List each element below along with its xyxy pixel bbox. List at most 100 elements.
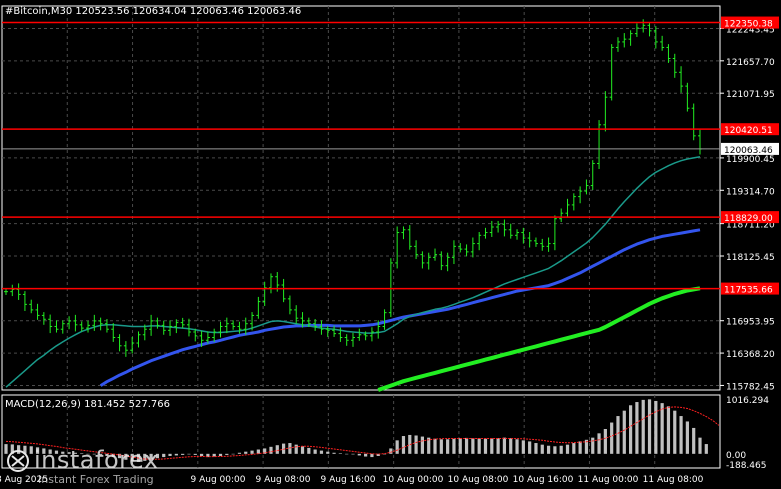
macd-tick-label: -188.465 bbox=[726, 461, 766, 471]
macd-histogram-bar bbox=[307, 447, 311, 454]
macd-histogram-bar bbox=[275, 445, 279, 454]
price-tick-label: 121071.95 bbox=[726, 90, 775, 100]
macd-histogram-bar bbox=[679, 416, 683, 454]
macd-label: MACD(12,26,9) 181.452 527.766 bbox=[5, 399, 170, 410]
macd-histogram-bar bbox=[117, 453, 122, 459]
macd-histogram-bar bbox=[73, 452, 77, 454]
macd-histogram-bar bbox=[439, 439, 443, 454]
macd-histogram-bar bbox=[414, 435, 418, 454]
macd-histogram-bar bbox=[162, 453, 166, 458]
macd-histogram-bar bbox=[35, 447, 40, 454]
current-price-tag bbox=[721, 142, 779, 155]
macd-frame bbox=[1, 394, 721, 469]
time-tick-label: 9 Aug 08:00 bbox=[256, 475, 311, 485]
chart-header: #Bitcoin,M30 120523.56 120634.04 120063.… bbox=[5, 6, 301, 17]
macd-histogram-bar bbox=[401, 436, 406, 454]
macd-histogram-bar bbox=[433, 438, 437, 454]
level-price-tag bbox=[721, 211, 779, 224]
macd-histogram-bar bbox=[250, 450, 254, 454]
macd-histogram-bar bbox=[10, 444, 14, 454]
macd-histogram-bar bbox=[48, 449, 52, 454]
macd-histogram-bar bbox=[629, 405, 633, 454]
macd-histogram-bar bbox=[244, 451, 248, 454]
current-price-label: 120063.46 bbox=[724, 146, 773, 156]
macd-histogram-bar bbox=[528, 441, 532, 454]
macd-signal-line bbox=[5, 406, 720, 460]
price-tick-label: 122243.45 bbox=[726, 25, 775, 35]
macd-histogram-bar bbox=[546, 445, 551, 454]
macd-histogram-bar bbox=[212, 453, 216, 457]
macd-histogram-bar bbox=[382, 453, 387, 455]
macd-histogram-bar bbox=[332, 452, 336, 454]
macd-histogram-bar bbox=[471, 438, 475, 454]
macd-histogram-bar bbox=[584, 439, 589, 454]
macd-histogram-bar bbox=[143, 453, 147, 461]
macd-histogram-bar bbox=[351, 453, 355, 455]
macd-histogram-bar bbox=[54, 450, 59, 454]
time-tick-label: 11 Aug 08:00 bbox=[643, 475, 704, 485]
macd-histogram-bar bbox=[603, 429, 607, 454]
macd-histogram-bar bbox=[67, 452, 71, 454]
level-price-label: 122350.38 bbox=[724, 20, 773, 30]
macd-histogram-bar bbox=[105, 453, 109, 456]
macd-histogram-bar bbox=[23, 445, 27, 454]
time-tick-label: 10 Aug 00:00 bbox=[383, 475, 444, 485]
macd-panel: 1016.294 0.00-188.465 bbox=[4, 396, 769, 471]
macd-histogram-bar bbox=[534, 443, 538, 454]
macd-histogram-bar bbox=[237, 452, 242, 454]
price-tick-label: 115782.45 bbox=[726, 382, 775, 392]
macd-histogram-bar bbox=[553, 446, 557, 454]
time-tick-label: 9 Aug 00:00 bbox=[191, 475, 246, 485]
macd-histogram-bar bbox=[111, 453, 115, 458]
macd-histogram-bar bbox=[269, 446, 273, 454]
price-tick-label: 116953.95 bbox=[726, 318, 775, 328]
macd-histogram-bar bbox=[509, 438, 513, 454]
macd-histogram-bar bbox=[313, 449, 317, 454]
macd-histogram-bar bbox=[80, 453, 84, 454]
macd-histogram-bar bbox=[168, 453, 172, 456]
macd-histogram-bar bbox=[42, 448, 46, 454]
macd-histogram-bar bbox=[61, 451, 65, 454]
macd-histogram-bar bbox=[597, 433, 601, 454]
macd-histogram-bar bbox=[218, 453, 223, 456]
macd-histogram-bar bbox=[483, 438, 488, 454]
macd-histogram-bar bbox=[370, 453, 374, 458]
macd-histogram-bar bbox=[515, 439, 519, 454]
macd-histogram-bar bbox=[376, 453, 380, 456]
macd-histogram-bar bbox=[124, 453, 128, 460]
macd-tick-label: 1016.294 bbox=[726, 396, 769, 406]
macd-histogram-bar bbox=[698, 437, 702, 454]
macd-histogram-bar bbox=[446, 439, 450, 454]
macd-histogram-bar bbox=[647, 399, 652, 454]
macd-histogram-bar bbox=[357, 453, 361, 456]
macd-histogram-bar bbox=[496, 438, 500, 454]
level-price-tag bbox=[721, 16, 779, 29]
macd-histogram-bar bbox=[338, 453, 342, 454]
macd-histogram-bar bbox=[666, 406, 671, 454]
macd-histogram-bar bbox=[155, 453, 160, 459]
macd-histogram-bar bbox=[206, 453, 210, 458]
price-bars bbox=[4, 19, 702, 357]
macd-histogram-bar bbox=[616, 416, 620, 454]
macd-histogram-bar bbox=[199, 453, 204, 456]
macd-histogram-bar bbox=[17, 445, 21, 454]
macd-histogram-bar bbox=[685, 421, 689, 454]
macd-histogram-bar bbox=[345, 453, 349, 455]
macd-histogram-bar bbox=[256, 449, 260, 454]
macd-histogram-bar bbox=[326, 451, 330, 454]
level-price-label: 118829.00 bbox=[724, 214, 773, 224]
price-tick-label: 119314.70 bbox=[726, 187, 775, 197]
main-frame bbox=[1, 5, 721, 391]
macd-histogram-bar bbox=[187, 453, 191, 455]
macd-histogram-bar bbox=[654, 400, 658, 454]
time-tick-label: 9 Aug 16:00 bbox=[321, 475, 376, 485]
macd-histogram-bar bbox=[673, 410, 677, 454]
macd-histogram-bar bbox=[225, 453, 229, 455]
macd-histogram-bar bbox=[490, 438, 494, 454]
time-axis: 8 Aug 2025 9 Aug 00:00 9 Aug 08:00 9 Aug 16… bbox=[0, 475, 704, 485]
macd-histogram-bar bbox=[559, 445, 563, 454]
macd-histogram-bar bbox=[692, 427, 696, 454]
macd-histogram-bar bbox=[464, 437, 469, 454]
macd-histogram-bar bbox=[635, 402, 639, 454]
